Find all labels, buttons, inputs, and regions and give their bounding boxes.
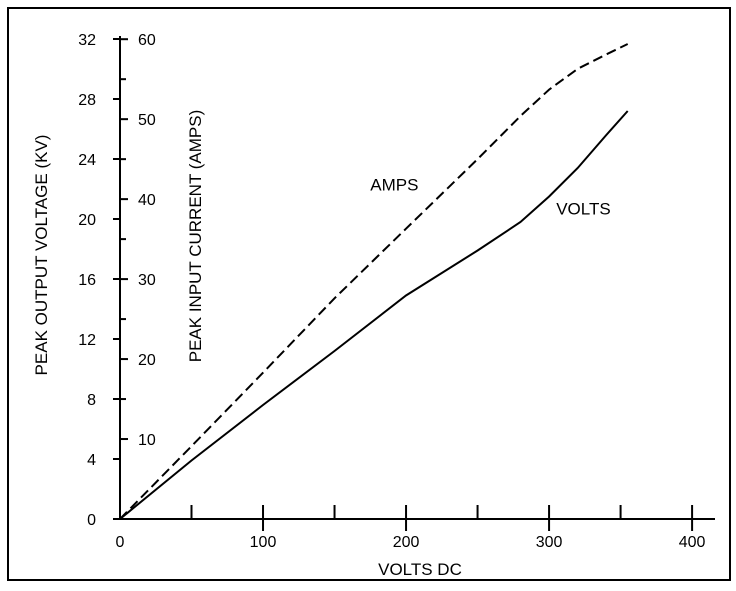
left-axis-title: PEAK OUTPUT VOLTAGE (KV) (32, 135, 51, 376)
right-tick-label: 40 (138, 192, 156, 209)
left-tick-label: 0 (87, 512, 96, 529)
left-tick-label: 16 (78, 272, 96, 289)
right-tick-label: 30 (138, 272, 156, 289)
x-tick-label: 400 (679, 534, 706, 551)
x-tick-label: 100 (250, 534, 277, 551)
x-tick-label: 200 (393, 534, 420, 551)
left-tick-label: 20 (78, 212, 96, 229)
series-layer: VOLTS AMPS (119, 43, 629, 520)
series-line-volts (119, 110, 629, 520)
left-tick-label: 28 (78, 92, 96, 109)
right-axis-title: PEAK INPUT CURRENT (AMPS) (186, 110, 205, 363)
left-tick-label: 4 (87, 452, 96, 469)
series-line-amps (119, 43, 629, 520)
x-axis-title: VOLTS DC (378, 560, 462, 579)
right-tick-label: 50 (138, 112, 156, 129)
series-label-amps: AMPS (370, 175, 418, 194)
x-axis-ticks: 0 100 200 300 400 (116, 505, 706, 551)
right-axis-ticks: 10 20 30 40 50 60 (120, 32, 156, 449)
right-tick-label: 60 (138, 32, 156, 49)
right-tick-label: 10 (138, 432, 156, 449)
right-tick-label: 20 (138, 352, 156, 369)
left-tick-label: 8 (87, 392, 96, 409)
x-tick-label: 300 (536, 534, 563, 551)
left-axis-ticks: 0 4 8 12 16 20 24 28 32 (78, 32, 120, 529)
series-label-volts: VOLTS (556, 200, 610, 219)
chart-border (7, 7, 731, 581)
left-tick-label: 32 (78, 32, 96, 49)
left-tick-label: 24 (78, 152, 96, 169)
left-tick-label: 12 (78, 332, 96, 349)
x-tick-label: 0 (116, 534, 125, 551)
